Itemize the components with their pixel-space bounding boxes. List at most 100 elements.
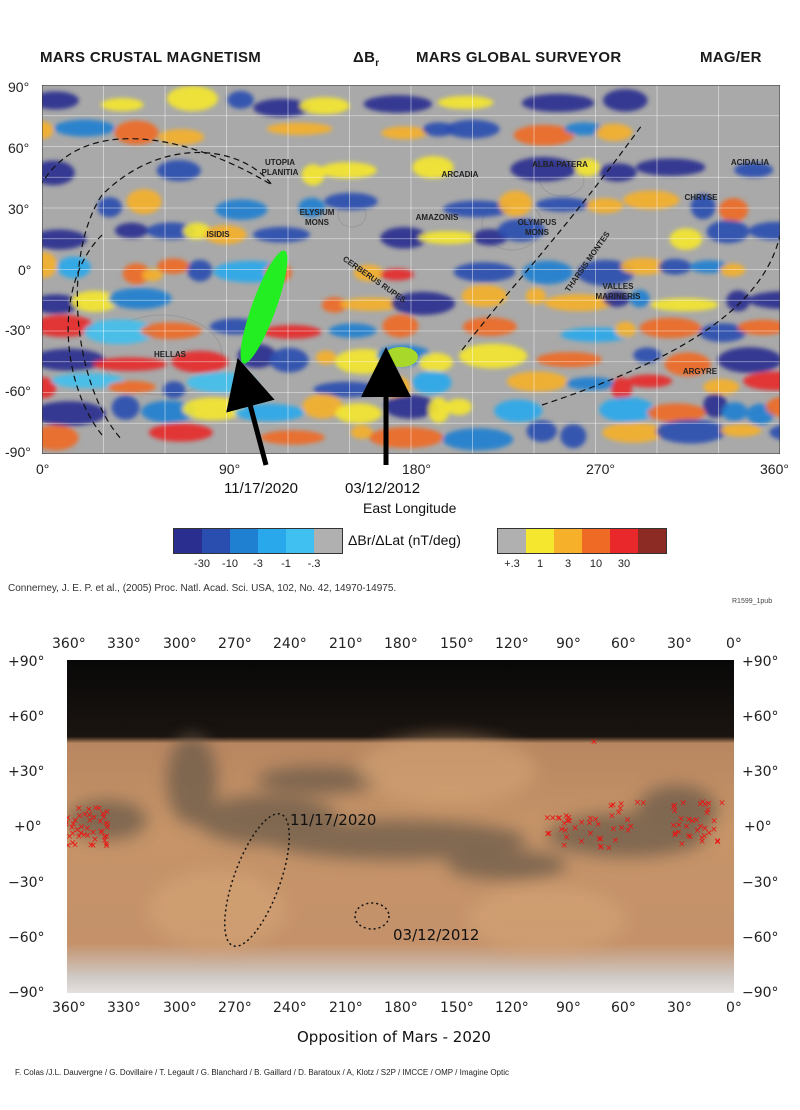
svg-text:×: × [566, 817, 574, 827]
svg-text:×: × [90, 813, 98, 823]
lon-tick: 240° [273, 636, 307, 652]
lat-tick: -90° [5, 444, 31, 460]
colorbar-swatch [314, 529, 342, 553]
svg-text:×: × [686, 833, 694, 843]
svg-text:×: × [77, 828, 85, 838]
svg-text:×: × [597, 843, 605, 853]
colorbar-swatch [174, 529, 202, 553]
svg-text:×: × [605, 844, 613, 854]
svg-text:×: × [78, 822, 86, 832]
svg-text:×: × [697, 800, 705, 810]
svg-text:×: × [586, 818, 594, 828]
svg-text:×: × [104, 823, 112, 833]
svg-text:×: × [86, 816, 94, 826]
colorbar-swatch [554, 529, 582, 553]
svg-text:×: × [81, 831, 89, 841]
lat-tick: −60° [742, 930, 779, 946]
svg-text:×: × [677, 814, 685, 824]
annotation-2020-ellipse [240, 250, 288, 364]
colorbar-swatch [230, 529, 258, 553]
svg-text:×: × [103, 832, 111, 842]
lon-tick: 270° [586, 461, 615, 477]
annotation-2020-label-bottom: 11/17/2020 [290, 811, 377, 829]
lon-tick: 300° [163, 636, 197, 652]
colorbar-tick: -3 [253, 558, 263, 570]
lat-tick: +0° [744, 819, 772, 835]
svg-text:×: × [68, 823, 76, 833]
colorbar-tick: -.3 [307, 558, 321, 570]
svg-text:×: × [71, 840, 79, 850]
lat-tick: +30° [742, 764, 779, 780]
svg-text:×: × [697, 822, 705, 832]
colorbar-swatch [610, 529, 638, 553]
svg-text:×: × [556, 814, 564, 824]
svg-text:×: × [608, 812, 616, 822]
colorbar-tick: -10 [222, 558, 238, 570]
svg-text:×: × [104, 820, 112, 830]
annotation-2020-outline [223, 813, 291, 947]
lon-tick: 180° [384, 636, 418, 652]
mars-surface-map: ×××××××××××××××××××××××××××××× ×××× ××××××… [67, 660, 734, 993]
svg-text:×: × [67, 818, 70, 828]
svg-text:×: × [95, 804, 103, 814]
lat-tick: +90° [8, 654, 45, 670]
colorbar-negative [173, 528, 343, 554]
svg-text:×: × [587, 829, 595, 839]
lon-tick: 60° [611, 636, 636, 652]
citation: Connerney, J. E. P. et al., (2005) Proc.… [8, 583, 397, 594]
svg-text:×: × [76, 812, 84, 822]
svg-text:×: × [590, 738, 598, 748]
svg-text:×: × [67, 832, 73, 842]
svg-text:×: × [680, 799, 688, 809]
label-alba-patera: ALBA PATERA [532, 160, 588, 169]
svg-text:×: × [624, 815, 632, 825]
colorbar-tick: -30 [194, 558, 210, 570]
lon-tick: 180° [384, 1000, 418, 1016]
svg-text:×: × [565, 813, 573, 823]
svg-text:×: × [81, 810, 89, 820]
svg-text:×: × [69, 829, 77, 839]
lon-tick: 60° [611, 1000, 636, 1016]
svg-text:×: × [634, 798, 642, 808]
dichotomy-boundary [42, 124, 780, 441]
annotation-2020-label: 11/17/2020 [224, 480, 298, 497]
lat-tick: 60° [8, 140, 30, 156]
svg-text:×: × [560, 841, 568, 851]
bottom-figure-title: Opposition of Mars - 2020 [297, 1028, 491, 1046]
svg-text:×: × [561, 819, 569, 829]
lat-tick: −30° [742, 875, 779, 891]
svg-text:×: × [610, 824, 618, 834]
svg-text:×: × [592, 815, 600, 825]
observation-markers: ×××××××××××××××××××××××××××××× ×××× ××××××… [67, 738, 726, 854]
lat-tick: −30° [8, 875, 45, 891]
label-valles-marineris: VALLES MARINERIS [595, 282, 641, 301]
colorbar-swatch [202, 529, 230, 553]
svg-text:×: × [67, 813, 72, 823]
svg-text:×: × [99, 809, 107, 819]
svg-text:×: × [543, 813, 551, 823]
lon-tick: 270° [218, 1000, 252, 1016]
label-utopia-planitia: UTOPIA PLANITIA [261, 158, 299, 177]
lon-tick: 0° [726, 1000, 742, 1016]
svg-text:×: × [562, 811, 570, 821]
svg-text:×: × [89, 841, 97, 851]
svg-text:×: × [84, 824, 92, 834]
header-title-center: MARS GLOBAL SURVEYOR [416, 49, 622, 66]
svg-text:×: × [701, 824, 709, 834]
lat-tick: 30° [8, 201, 30, 217]
svg-text:×: × [549, 814, 557, 824]
svg-text:×: × [75, 832, 83, 842]
svg-text:×: × [69, 819, 77, 829]
annotation-2012-label: 03/12/2012 [345, 480, 421, 497]
svg-text:×: × [639, 798, 647, 808]
colorbar-swatch [582, 529, 610, 553]
svg-text:×: × [698, 834, 706, 844]
svg-text:×: × [67, 841, 72, 851]
svg-text:×: × [91, 835, 99, 845]
svg-text:×: × [578, 818, 586, 828]
svg-text:×: × [563, 833, 571, 843]
lat-tick: +30° [8, 764, 45, 780]
annotation-2012-outline [354, 902, 390, 930]
lon-tick: 90° [556, 636, 581, 652]
svg-text:×: × [670, 821, 678, 831]
